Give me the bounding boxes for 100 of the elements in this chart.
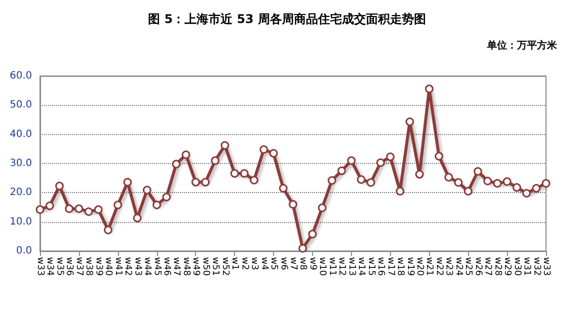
y-tick-label: 0.0 (16, 246, 32, 256)
point (220, 141, 230, 150)
x-tick-label: w6 (278, 257, 288, 270)
point (84, 207, 93, 216)
point (318, 204, 326, 212)
point (250, 176, 258, 184)
x-tick-label: w37 (74, 257, 84, 276)
point (279, 184, 288, 193)
point (172, 160, 180, 168)
point (288, 200, 298, 209)
x-tick-label: w7 (288, 257, 298, 270)
point (191, 178, 200, 186)
x-tick-label: w20 (414, 257, 424, 276)
x-tick-label: w22 (434, 257, 444, 276)
x-tick-label: w33 (35, 257, 45, 276)
point (182, 150, 190, 159)
point (94, 205, 103, 214)
x-tick-label: w15 (366, 257, 376, 276)
point (532, 184, 541, 193)
point (201, 178, 210, 186)
point (308, 230, 317, 238)
x-tick-label: w16 (376, 257, 386, 276)
x-tick-label: w5 (268, 257, 279, 270)
x-tick-label: w32 (531, 257, 542, 276)
x-tick-label: w41 (112, 257, 123, 276)
y-tick-label: 40.0 (10, 128, 32, 140)
x-tick-label: w30 (512, 257, 522, 276)
x-tick-label: w51 (210, 257, 220, 276)
point (104, 226, 112, 234)
x-tick-label: w9 (307, 257, 318, 270)
point (64, 204, 74, 213)
point (133, 214, 142, 222)
point (454, 178, 463, 187)
x-tick-label: w11 (326, 257, 337, 276)
y-tick-label: 50.0 (10, 100, 32, 111)
x-tick-label: w23 (444, 257, 454, 276)
x-tick-label: w14 (356, 257, 366, 276)
x-tick-label: w47 (171, 257, 182, 276)
point (356, 175, 366, 184)
x-tick-label: w43 (132, 257, 142, 276)
point (240, 169, 249, 178)
x-tick-label: w28 (492, 257, 502, 276)
point (376, 158, 385, 167)
point (269, 149, 278, 158)
y-tick-label: 20.0 (10, 187, 32, 198)
x-tick-label: w48 (180, 257, 191, 276)
point (36, 205, 44, 214)
x-tick-label: w25 (463, 257, 474, 276)
point (123, 178, 132, 186)
y-tick-label: 10.0 (10, 216, 32, 228)
point (298, 244, 307, 253)
point (406, 118, 414, 126)
x-tick-label: w42 (122, 257, 133, 276)
x-tick-label: w40 (103, 257, 114, 276)
x-tick-label: w24 (453, 257, 464, 276)
x-tick-label: w45 (152, 257, 162, 276)
chart-subtitle: 单位：万平方米 (486, 40, 558, 52)
point (386, 152, 395, 162)
chart-title: 图 5：上海市近 53 周各周商品住宅成交面积走势图 (148, 12, 426, 26)
point (434, 152, 444, 160)
point (210, 156, 220, 165)
x-tick-label: w2 (239, 257, 250, 270)
x-tick-label: w44 (142, 257, 152, 276)
point (260, 145, 268, 154)
point (142, 186, 152, 194)
y-tick-label: 60.0 (10, 70, 32, 82)
point (512, 183, 522, 192)
x-tick-label: w19 (404, 257, 415, 276)
x-tick-label: w50 (200, 257, 210, 276)
x-tick-label: w18 (395, 257, 406, 276)
point (502, 177, 512, 186)
x-tick-label: w26 (472, 257, 483, 276)
point (464, 186, 472, 196)
x-tick-label: w36 (64, 257, 74, 276)
x-tick-label: w38 (84, 257, 94, 276)
x-tick-label: w17 (385, 257, 396, 276)
point (522, 189, 531, 198)
point (366, 178, 376, 187)
x-tick-label: w21 (424, 257, 434, 276)
x-tick-label: w29 (502, 257, 512, 276)
point (474, 167, 482, 176)
point (230, 169, 239, 178)
point (493, 179, 502, 188)
x-tick-label: w27 (482, 257, 493, 276)
x-tick-label: w33 (541, 257, 551, 276)
point (396, 186, 404, 196)
point (444, 172, 453, 182)
x-tick-label: w3 (249, 257, 260, 270)
x-tick-label: w31 (522, 257, 532, 276)
point (347, 156, 356, 165)
point (542, 179, 550, 188)
point (328, 176, 336, 185)
x-tick-label: w35 (54, 257, 64, 276)
x-tick-label: w8 (298, 257, 308, 270)
point (152, 200, 162, 210)
point (55, 182, 64, 190)
point (424, 84, 434, 94)
x-tick-label: w12 (336, 257, 347, 276)
point (114, 200, 122, 210)
x-tick-label: w46 (162, 257, 172, 276)
